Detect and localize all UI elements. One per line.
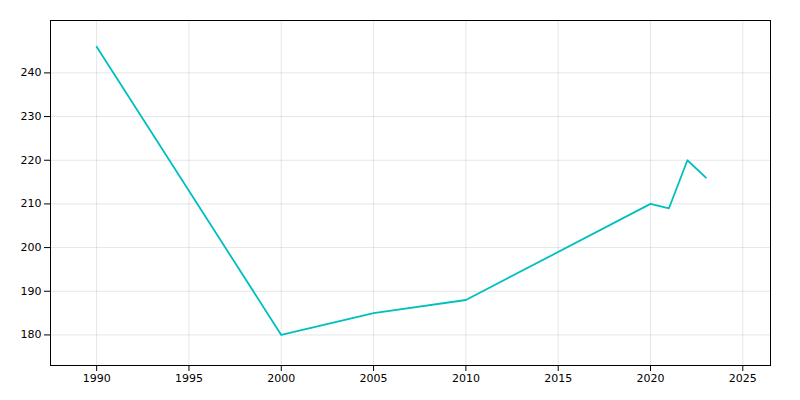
svg-text:2000: 2000: [267, 372, 295, 385]
svg-text:1995: 1995: [175, 372, 203, 385]
svg-text:220: 220: [21, 154, 42, 167]
svg-text:230: 230: [21, 110, 42, 123]
svg-text:2015: 2015: [544, 372, 572, 385]
svg-text:2025: 2025: [729, 372, 757, 385]
svg-text:1990: 1990: [83, 372, 111, 385]
svg-text:2010: 2010: [452, 372, 480, 385]
svg-text:180: 180: [21, 328, 42, 341]
svg-text:210: 210: [21, 197, 42, 210]
svg-text:190: 190: [21, 285, 42, 298]
svg-text:2005: 2005: [360, 372, 388, 385]
svg-text:240: 240: [21, 66, 42, 79]
svg-text:2020: 2020: [637, 372, 665, 385]
svg-text:200: 200: [21, 241, 42, 254]
